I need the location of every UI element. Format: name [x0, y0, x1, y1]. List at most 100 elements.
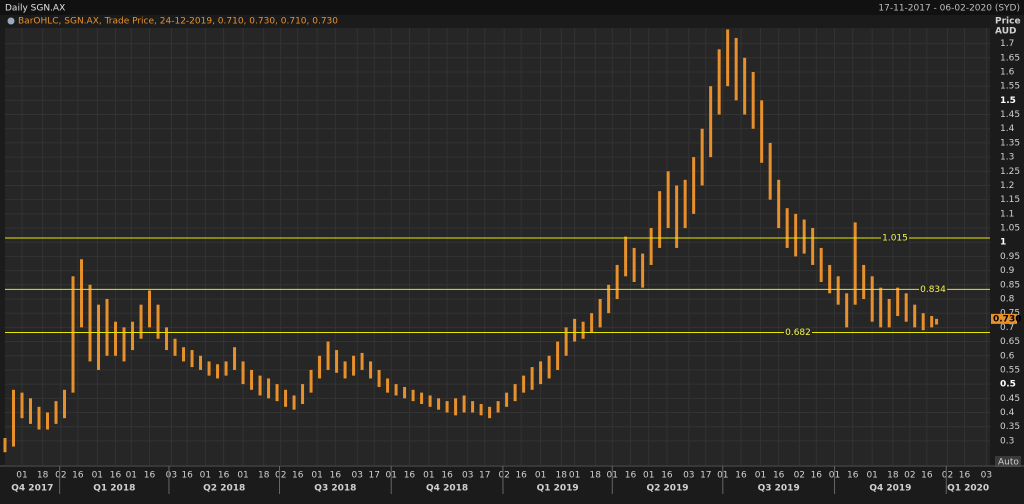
- last-price-label: 0.730: [993, 314, 1021, 324]
- price-bar: [318, 355, 322, 379]
- price-bar: [734, 37, 738, 101]
- price-bar: [913, 304, 917, 328]
- y-tick-label: 1.25: [1000, 167, 1020, 177]
- x-tick-label: 01: [535, 471, 546, 481]
- price-bar: [46, 412, 50, 430]
- price-bar: [641, 253, 645, 288]
- price-bar: [114, 321, 118, 356]
- price-bar: [241, 361, 245, 385]
- price-bar: [700, 128, 704, 186]
- y-tick-label: 1.6: [1000, 67, 1015, 77]
- x-tick-label: 02: [794, 471, 805, 481]
- x-tick-label: 16: [218, 471, 230, 481]
- price-bar: [173, 338, 177, 356]
- x-tick-label: 18: [887, 471, 899, 481]
- y-tick-label: 1.2: [1000, 181, 1014, 191]
- y-tick-label: 0.7: [1000, 323, 1014, 333]
- y-tick-label: 0.85: [1000, 280, 1020, 290]
- x-tick-label: 01: [237, 471, 248, 481]
- x-tick-label: 02: [498, 471, 509, 481]
- x-tick-label: 16: [515, 471, 527, 481]
- x-tick-label: 01: [569, 471, 580, 481]
- title-bar: [0, 0, 1024, 15]
- price-bar: [743, 57, 747, 115]
- price-bar: [20, 392, 24, 419]
- y-tick-label: 0.4: [1000, 408, 1015, 418]
- price-bar: [590, 313, 594, 334]
- price-bar: [581, 321, 585, 339]
- price-bar: [479, 403, 483, 416]
- price-bar: [666, 171, 670, 229]
- price-bar: [573, 318, 577, 342]
- y-tick-label: 0.6: [1000, 351, 1015, 361]
- x-tick-label: 16: [404, 471, 416, 481]
- price-bar: [819, 247, 823, 282]
- y-tick-label: 0.9: [1000, 266, 1015, 276]
- price-bar: [267, 378, 271, 399]
- price-bar: [224, 361, 228, 376]
- level-label: 0.682: [785, 328, 811, 338]
- price-bar: [3, 438, 7, 453]
- price-bar: [165, 327, 169, 351]
- x-tick-label: 18: [556, 471, 568, 481]
- last-price-box: [991, 313, 1017, 324]
- scale-mode-button[interactable]: [995, 456, 1021, 467]
- date-range: 17-11-2017 - 06-02-2020 (SYD): [878, 4, 1020, 14]
- price-bar: [411, 389, 415, 402]
- price-bar: [513, 384, 517, 402]
- price-bar: [887, 298, 891, 328]
- price-bar: [139, 304, 143, 339]
- scale-mode[interactable]: Auto: [998, 458, 1019, 468]
- price-bar: [845, 293, 849, 328]
- y-tick-label: 1.4: [1000, 124, 1015, 134]
- x-tick-label: 03: [981, 471, 992, 481]
- price-bar: [71, 276, 75, 393]
- y-tick-label: 0.55: [1000, 365, 1020, 375]
- price-bar: [88, 284, 92, 362]
- x-tick-label: 16: [921, 471, 933, 481]
- x-tick-label: 01: [16, 471, 27, 481]
- x-tick-label: 16: [773, 471, 785, 481]
- quarter-label: Q1 2020: [947, 484, 989, 494]
- price-bar: [369, 361, 373, 379]
- price-bar: [836, 276, 840, 305]
- price-bar: [811, 228, 815, 265]
- legend-icon: [7, 17, 15, 25]
- price-bar: [522, 375, 526, 393]
- quarter-label: Q1 2018: [93, 484, 135, 494]
- price-bar: [80, 259, 84, 328]
- x-tick-label: 16: [72, 471, 84, 481]
- price-bar: [624, 236, 628, 277]
- x-tick-label: 01: [126, 471, 137, 481]
- price-bar: [250, 369, 254, 390]
- price-bar: [207, 361, 211, 376]
- price-bar: [216, 364, 220, 379]
- price-bar: [709, 86, 713, 158]
- x-tick-label: 01: [200, 471, 211, 481]
- x-tick-label: 03: [462, 471, 473, 481]
- price-bar: [343, 361, 347, 379]
- price-bar: [29, 398, 33, 424]
- price-bar: [122, 327, 126, 362]
- price-bar: [496, 401, 500, 413]
- price-bar: [777, 179, 781, 229]
- quarter-label: Q4 2017: [11, 484, 53, 494]
- price-bar: [751, 71, 755, 129]
- price-bar: [454, 398, 458, 416]
- y-tick-label: 0.75: [1000, 309, 1020, 319]
- x-tick-label: 01: [423, 471, 434, 481]
- x-tick-label: 16: [661, 471, 673, 481]
- x-tick-label: 16: [110, 471, 122, 481]
- x-tick-label: 01: [92, 471, 103, 481]
- price-bar: [394, 384, 398, 396]
- price-bar: [233, 347, 237, 370]
- y-tick-label: 1.3: [1000, 153, 1014, 163]
- price-bar: [335, 350, 339, 373]
- y-tick-label: 0.35: [1000, 422, 1020, 432]
- price-bar: [802, 219, 806, 254]
- quarter-label: Q4 2019: [869, 484, 911, 494]
- price-bar: [488, 406, 492, 419]
- price-bar: [301, 384, 305, 404]
- price-bar: [539, 361, 543, 385]
- price-bar: [309, 369, 313, 393]
